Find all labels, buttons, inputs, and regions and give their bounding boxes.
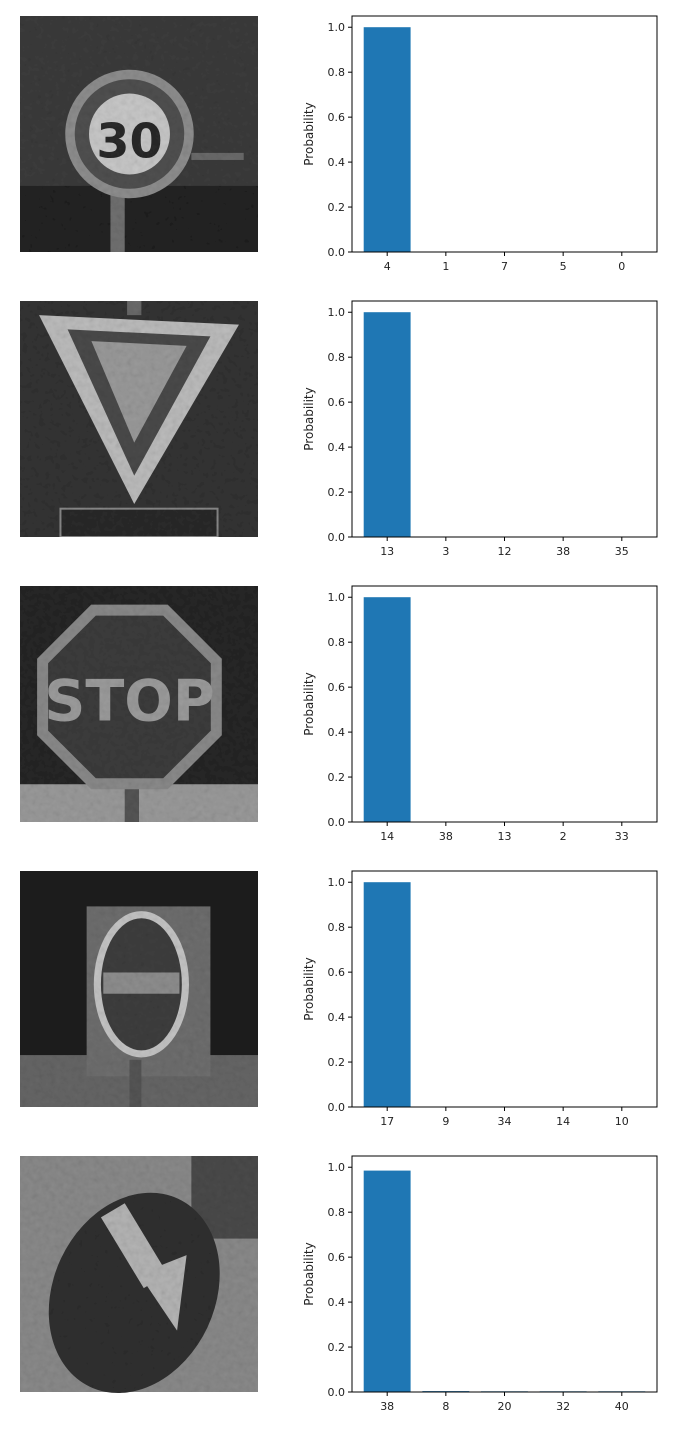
sign-post [124,784,139,822]
sign-image-no-entry-sign [20,871,258,1107]
sign-text: STOP [44,669,215,735]
x-tick-label: 33 [615,830,629,843]
y-tick-label: 0.0 [328,1101,346,1114]
sign-image-stop-sign: STOP [20,586,258,822]
row-3: 0.0 0.2 0.4 0.6 0.8 1.0 17 9 34 14 10 Probability [20,870,658,1128]
y-axis-label: Probability [302,1242,316,1305]
bar-38 [363,1170,411,1392]
x-tick-label: 35 [615,545,629,558]
sign-face [48,615,211,779]
y-axis-label: Probability [302,102,316,165]
bar-chart-3: 0.0 0.2 0.4 0.6 0.8 1.0 17 9 34 14 10 Probability [302,870,658,1128]
sign-image-yield-sign [20,301,258,538]
y-tick-label: 0.6 [328,396,346,409]
bar-chart-4: 0.0 0.2 0.4 0.6 0.8 1.0 38 8 20 32 40 Probability [302,1155,658,1413]
y-axis-label: Probability [302,387,316,450]
y-tick-label: 0.6 [328,1251,346,1264]
x-tick-label: 14 [556,1115,570,1128]
y-tick-label: 0.2 [328,771,346,784]
y-tick-label: 1.0 [328,306,346,319]
side-bar [191,152,244,160]
sign-image-speed-limit-30-sign: 30 [20,16,258,252]
y-tick-label: 0.0 [328,531,346,544]
x-tick-label: 40 [615,1400,629,1413]
y-tick-label: 0.4 [328,726,346,739]
y-tick-label: 0.8 [328,636,346,649]
sign-face [48,1192,220,1394]
x-tick-label: 0 [618,260,625,273]
y-tick-label: 1.0 [328,21,346,34]
bar-17 [363,882,411,1107]
bar-13 [363,312,411,537]
x-tick-label: 13 [380,545,394,558]
bar-chart-1: 0.0 0.2 0.4 0.6 0.8 1.0 13 3 12 38 35 Probability [302,300,658,558]
x-tick-label: 13 [498,830,512,843]
y-tick-label: 0.0 [328,816,346,829]
x-tick-label: 32 [556,1400,570,1413]
x-tick-label: 4 [384,260,391,273]
y-tick-label: 1.0 [328,876,346,889]
bar-14 [363,597,411,822]
row-1: 0.0 0.2 0.4 0.6 0.8 1.0 13 3 12 38 35 Probability [20,300,658,558]
sign-face [89,93,170,175]
x-tick-label: 17 [380,1115,394,1128]
y-tick-label: 0.6 [328,111,346,124]
x-tick-label: 10 [615,1115,629,1128]
row-2: STOP 0.0 0.2 0.4 0.6 0.8 1.0 14 38 13 2 33 Probabili… [20,585,658,843]
y-tick-label: 0.0 [328,1386,346,1399]
y-tick-label: 0.6 [328,966,346,979]
bar-4 [363,27,411,253]
bar-chart-0: 0.0 0.2 0.4 0.6 0.8 1.0 4 1 7 5 0 Probability [302,15,658,273]
sign-bar [103,972,180,994]
x-tick-label: 2 [560,830,567,843]
x-tick-label: 34 [498,1115,512,1128]
sign-arrow-shaft [100,1203,168,1289]
x-tick-label: 9 [442,1115,449,1128]
y-axis-label: Probability [302,957,316,1020]
sign-text: 30 [96,115,162,170]
y-tick-label: 1.0 [328,591,346,604]
y-tick-label: 0.2 [328,1056,346,1069]
y-tick-label: 0.4 [328,1296,346,1309]
x-tick-label: 3 [442,545,449,558]
y-axis-label: Probability [302,672,316,735]
row-4: 0.0 0.2 0.4 0.6 0.8 1.0 38 8 20 32 40 Probability [20,1155,658,1413]
x-tick-label: 5 [560,260,567,273]
sign-post [127,301,142,316]
x-tick-label: 38 [380,1400,394,1413]
bar-chart-2: 0.0 0.2 0.4 0.6 0.8 1.0 14 38 13 2 33 Probability [302,585,658,843]
y-tick-label: 0.8 [328,351,346,364]
y-tick-label: 0.2 [328,486,346,499]
x-tick-label: 8 [442,1400,449,1413]
sign-post [129,1059,142,1107]
sign-image-keep-right-sign [20,1156,258,1394]
y-tick-label: 0.4 [328,441,346,454]
x-tick-label: 20 [498,1400,512,1413]
sign-face [91,341,187,443]
x-tick-label: 14 [380,830,394,843]
sign-arrow-head [139,1255,187,1331]
y-tick-label: 1.0 [328,1161,346,1174]
x-tick-label: 38 [556,545,570,558]
sign-post [110,185,125,252]
row-0: 30 0.0 0.2 0.4 0.6 0.8 1.0 4 1 7 5 0 Probability [20,15,658,273]
y-tick-label: 0.8 [328,921,346,934]
y-tick-label: 0.8 [328,66,346,79]
x-tick-label: 12 [498,545,512,558]
y-tick-label: 0.2 [328,1341,346,1354]
y-tick-label: 0.4 [328,1011,346,1024]
y-tick-label: 0.4 [328,156,346,169]
x-tick-label: 38 [439,830,453,843]
x-tick-label: 1 [442,260,449,273]
y-tick-label: 0.6 [328,681,346,694]
y-tick-label: 0.2 [328,201,346,214]
sub-plate [59,507,219,538]
x-tick-label: 7 [501,260,508,273]
y-tick-label: 0.0 [328,246,346,259]
y-tick-label: 0.8 [328,1206,346,1219]
